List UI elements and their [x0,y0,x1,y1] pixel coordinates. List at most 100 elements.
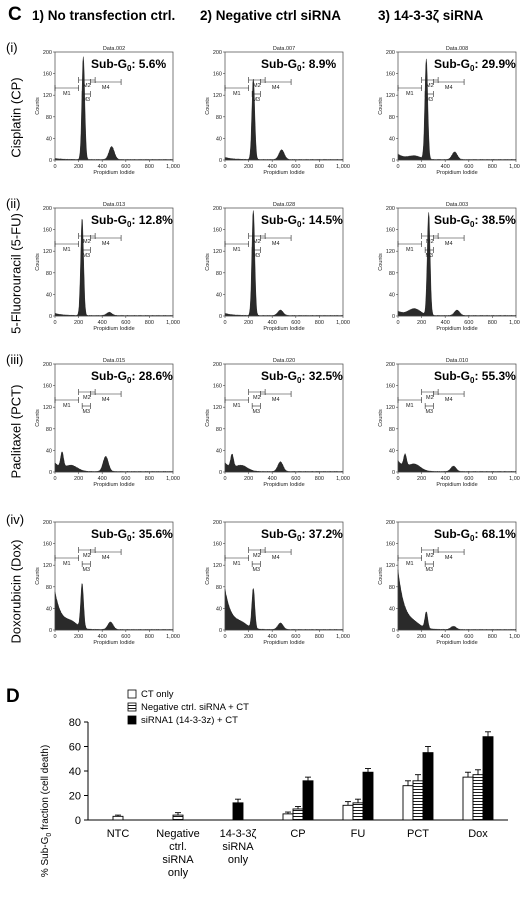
y-tick-label: 120 [386,563,395,569]
sub-g0-annotation: Sub-G0: 8.9% [261,57,336,73]
category-label: siRNA [222,841,254,853]
x-axis-label: Propidium Iodide [93,640,134,646]
y-axis-label: Counts [205,567,211,585]
category-label: only [228,854,249,866]
gate-label: M3 [252,97,260,103]
category-label: NTC [107,828,130,840]
y-tick-label: 200 [43,362,52,368]
y-axis-label: Counts [378,409,384,427]
histogram-fill [224,587,344,631]
gate-label: M1 [63,561,71,567]
y-tick-label: 160 [213,72,222,78]
y-tick-label: 200 [213,520,222,526]
x-tick-label: 400 [98,634,107,640]
histogram-1-2: 0 200 400 600 800 1,000 Propidium Iodide 0 40 80 1… [205,46,350,176]
x-axis-label: Propidium Iodide [263,482,304,488]
x-tick-label: 400 [268,164,277,170]
y-axis-label: Counts [378,567,384,585]
bar-white [342,804,354,821]
panel-d-letter: D [6,686,20,707]
y-tick-label: 60 [69,742,81,754]
legend-swatch-white [127,689,137,699]
x-tick-label: 200 [417,634,426,640]
gate-label: M2 [83,395,91,401]
x-tick-label: 400 [98,320,107,326]
y-tick-label: 40 [46,606,52,612]
x-tick-label: 800 [315,164,324,170]
y-tick-label: 120 [43,249,52,255]
bar-hatched [352,802,364,821]
gate-label: M4 [102,555,110,561]
histogram-fill [224,78,344,161]
x-tick-label: 1,000 [166,476,180,482]
gate-label: M4 [272,241,280,247]
histogram-4-3: 0 200 400 600 800 1,000 Propidium Iodide 0 40 80 1… [378,520,520,646]
data-title: Data.002 [103,46,125,52]
y-tick-label: 80 [389,115,395,121]
histogram-fill [224,210,344,317]
y-tick-label: 120 [43,405,52,411]
bar-hatched [172,814,184,821]
x-tick-label: 600 [291,320,300,326]
x-tick-label: 200 [74,634,83,640]
y-axis-label: Counts [205,253,211,271]
histogram-fill [54,56,174,161]
histogram-fill [397,569,517,631]
gate-label: M3 [425,97,433,103]
gate-label: M1 [406,247,414,253]
sub-g0-annotation: Sub-G0: 68.1% [434,527,516,543]
category-label: FU [351,828,366,840]
y-tick-label: 200 [213,362,222,368]
y-tick-label: 0 [49,314,52,320]
x-tick-label: 1,000 [166,164,180,170]
bar-hatched [472,774,484,821]
y-tick-label: 80 [216,271,222,277]
x-tick-label: 1,000 [336,320,350,326]
bar-hatched [412,780,424,821]
histogram-fill [397,212,517,317]
bar-white [462,776,474,821]
y-tick-label: 120 [213,563,222,569]
x-tick-label: 200 [417,164,426,170]
x-tick-label: 800 [315,476,324,482]
data-title: Data.028 [273,202,295,208]
gate-label: M3 [252,567,260,573]
x-tick-label: 800 [145,634,154,640]
y-tick-label: 40 [69,766,81,778]
y-tick-label: 0 [392,628,395,634]
histogram-frame [224,207,344,317]
y-tick-label: 160 [213,542,222,548]
y-tick-label: 0 [392,470,395,476]
panel-c-letter: C [8,4,22,25]
row-roman-2: (ii) [6,196,21,211]
gate-label: M1 [63,403,71,409]
gate-label: M4 [102,397,110,403]
gate-label: M2 [253,553,261,559]
y-tick-label: 40 [46,448,52,454]
histogram-2-2: 0 200 400 600 800 1,000 Propidium Iodide 0 40 80 1… [205,202,350,332]
y-tick-label: 200 [386,206,395,212]
bar-hatched [292,808,304,821]
category-label: Negative [156,828,199,840]
sub-g0-annotation: Sub-G0: 28.6% [91,369,173,385]
histogram-fill [54,583,174,631]
gate-label: M4 [102,85,110,91]
gate-label: M2 [253,395,261,401]
x-tick-label: 0 [223,320,226,326]
y-tick-label: 200 [43,50,52,56]
category-label: 14-3-3ζ [220,828,257,840]
x-tick-label: 400 [98,476,107,482]
x-axis-label: Propidium Iodide [93,482,134,488]
y-axis-label: Counts [35,253,41,271]
x-tick-label: 800 [315,320,324,326]
x-tick-label: 1,000 [166,634,180,640]
x-axis-label: Propidium Iodide [93,170,134,176]
y-axis-label: Counts [378,97,384,115]
y-tick-label: 0 [75,815,81,827]
x-tick-label: 0 [53,634,56,640]
x-tick-label: 200 [244,164,253,170]
x-axis-label: Propidium Iodide [263,326,304,332]
sub-g0-annotation: Sub-G0: 14.5% [261,213,343,229]
y-tick-label: 0 [49,470,52,476]
histogram-frame [54,207,174,317]
